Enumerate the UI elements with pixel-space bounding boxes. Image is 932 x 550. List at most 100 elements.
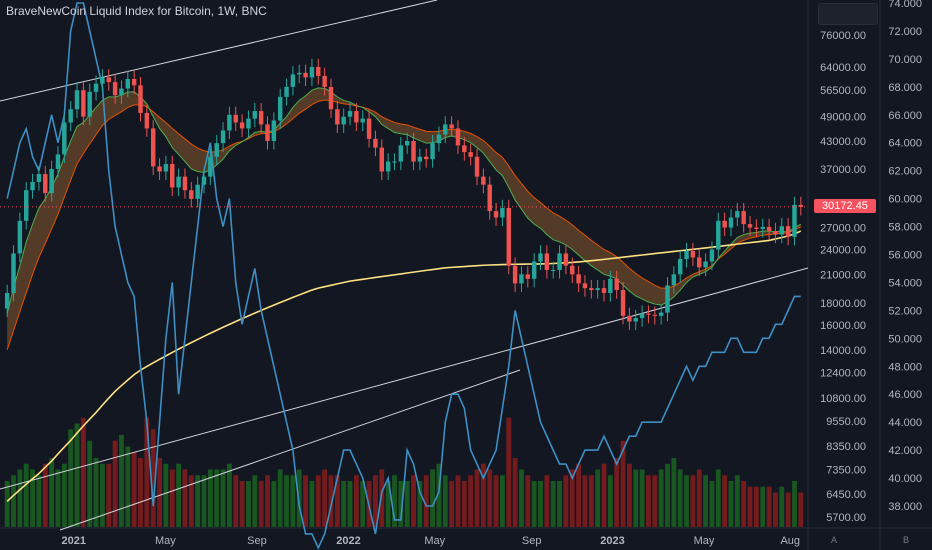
volume-bar <box>601 463 607 527</box>
candle-body <box>62 122 67 155</box>
price-tick-label: 8350.00 <box>826 441 866 453</box>
candle-body <box>157 166 162 172</box>
volume-bar <box>11 475 16 527</box>
candle-body <box>411 140 416 162</box>
volume-bar <box>792 481 797 527</box>
candle-body <box>697 257 702 268</box>
price-tick-label: 7350.00 <box>826 465 866 477</box>
candle-body <box>4 292 10 309</box>
candle-body <box>68 109 73 123</box>
volume-bar <box>296 469 302 527</box>
scale-button-b[interactable]: B <box>902 535 909 545</box>
candle-body <box>703 261 708 268</box>
indicator-tick-label: 40.000 <box>888 473 922 485</box>
volume-bar <box>779 486 785 527</box>
candle-body <box>131 78 137 86</box>
candle-body <box>360 118 365 123</box>
candle-body <box>119 88 124 96</box>
candle-body <box>138 85 143 113</box>
candle-body <box>316 66 321 76</box>
candle-body <box>519 274 524 284</box>
candle-body <box>760 226 765 229</box>
indicator-tick-label: 60.000 <box>888 194 922 206</box>
candle-body <box>754 227 759 229</box>
volume-bar <box>665 463 670 527</box>
volume-bar <box>49 458 55 527</box>
candle-body <box>430 143 435 160</box>
price-tick-label: 14000.00 <box>820 345 866 357</box>
candle-body <box>100 77 105 84</box>
indicator-tick-label: 62.000 <box>888 166 922 178</box>
candle-body <box>773 231 778 235</box>
candle-body <box>652 314 658 316</box>
volume-bar <box>284 475 289 527</box>
candle-body <box>722 220 727 228</box>
candle-body <box>36 174 42 182</box>
volume-bar <box>430 469 435 527</box>
candle-body <box>690 251 696 258</box>
volume-bar <box>23 463 29 527</box>
candle-body <box>201 176 207 185</box>
volume-bar <box>588 475 594 527</box>
candle-body <box>373 138 378 148</box>
candle-body <box>163 163 169 172</box>
candle-body <box>443 124 448 135</box>
indicator-tick-label: 70.000 <box>888 54 922 66</box>
indicator-tick-label: 72.000 <box>888 26 922 38</box>
volume-bar <box>100 463 105 527</box>
candle-body <box>709 249 715 262</box>
volume-bar <box>207 469 213 527</box>
candle-body <box>557 253 562 270</box>
volume-bar <box>150 429 156 527</box>
candle-body <box>385 161 391 172</box>
channel-middle-line <box>0 267 809 490</box>
candle-body <box>544 253 550 270</box>
volume-bar <box>4 481 10 527</box>
indicator-tick-label: 54.000 <box>888 277 922 289</box>
volume-bar <box>411 475 416 527</box>
candle-body <box>258 111 264 125</box>
volume-bar <box>500 475 505 527</box>
scale-button-a[interactable]: A <box>830 535 837 545</box>
volume-bar <box>157 458 162 527</box>
volume-bar <box>188 475 194 527</box>
volume-bar <box>684 475 689 527</box>
candle-body <box>49 168 54 194</box>
candle-body <box>424 156 429 160</box>
indicator-tick-label: 48.000 <box>888 361 922 373</box>
candle-body <box>284 86 289 97</box>
candle-body <box>176 176 181 188</box>
volume-bar <box>652 475 658 527</box>
candle-body <box>798 204 804 207</box>
candle-body <box>55 154 61 169</box>
candle-body <box>550 269 556 271</box>
candle-body <box>271 120 277 141</box>
ema-slow-line <box>6 99 802 350</box>
volume-bar <box>125 446 131 527</box>
time-tick-label: 2022 <box>336 535 360 547</box>
time-tick-label: Sep <box>247 535 267 547</box>
volume-bar <box>290 475 296 527</box>
volume-bar <box>239 481 245 527</box>
volume-bar <box>176 463 182 527</box>
candle-body <box>436 134 442 144</box>
candle-body <box>665 285 670 313</box>
toolbar-box[interactable] <box>818 3 878 25</box>
volume-bar <box>785 492 791 527</box>
volume-bar <box>493 475 499 527</box>
candle-body <box>500 207 505 218</box>
candle-body <box>24 190 29 221</box>
volume-bar <box>80 417 86 527</box>
volume-bar <box>55 469 61 527</box>
volume-bar <box>728 481 734 527</box>
candle-body <box>455 128 461 146</box>
volume-bar <box>30 469 35 527</box>
volume-bar <box>373 475 378 527</box>
candle-body <box>576 274 581 284</box>
volume-bar <box>163 463 169 527</box>
volume-bar <box>633 469 639 527</box>
volume-bar <box>417 481 423 527</box>
candle-body <box>741 211 746 225</box>
volume-bar <box>614 458 620 527</box>
